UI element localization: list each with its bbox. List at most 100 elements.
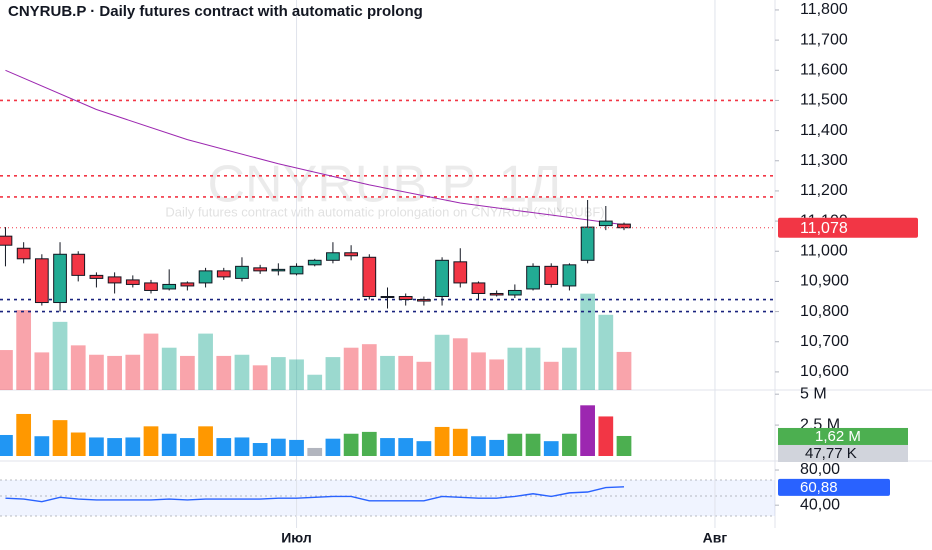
volume-overlay-bar [143,333,159,390]
last-price-label: 11,078 [800,220,848,237]
rsi-tick-label: 80,00 [800,461,840,478]
volume-overlay-bar [180,355,195,390]
candle-body [453,261,468,284]
candle-body [180,282,195,287]
volume-overlay-bar [562,347,577,390]
y-tick-label: 11,200 [800,182,848,199]
volume-bar [471,436,486,456]
watermark-subtitle: Daily futures contract with automatic pr… [165,204,604,219]
candle-body [235,265,249,279]
volume-bar [434,426,450,456]
volume-bar [234,437,250,456]
candle-body [144,282,158,291]
volume-overlay-bar [198,333,213,390]
volume-bar [562,433,577,456]
candle-body [507,289,522,296]
volume-overlay-bar [325,357,341,390]
volume-overlay-bar [216,355,232,390]
volume-bar [0,434,13,456]
candle-body [16,247,31,260]
volume-tick-label: 5 M [800,385,827,402]
candle-body [362,256,377,297]
candle-body [34,258,49,304]
volume-ma-tag [778,445,908,462]
volume-bar [161,433,177,456]
volume-bar [180,438,195,456]
y-tick-label: 11,700 [800,31,848,48]
volume-bar [16,413,32,456]
candle-body [580,226,595,261]
volume-bar [70,432,86,456]
volume-overlay-bar [161,347,177,390]
volume-overlay-bar [507,347,523,390]
volume-bar [361,431,377,456]
volume-overlay-bar [89,354,104,390]
volume-bar [325,438,341,456]
y-tick-label: 10,600 [800,363,849,380]
volume-bar [543,441,559,456]
volume-bar [89,437,104,456]
candle-body [53,253,67,304]
candle-body [489,292,504,296]
volume-overlay-bar [125,354,141,390]
candle-body [0,235,13,246]
candle-body [544,265,559,285]
volume-overlay-bar [252,365,268,390]
y-tick-label: 10,800 [800,303,849,320]
moving-average [5,69,625,226]
volume-bar [616,435,632,456]
candle-body [125,279,140,285]
candle-body [216,270,231,278]
candle-body [417,299,431,302]
rsi-last-label: 60,88 [800,479,838,496]
volume-bar [107,438,122,456]
rsi-line [5,486,625,503]
volume-overlay-bar [489,359,505,390]
volume-bar [489,439,505,456]
rsi-tick-label: 40,00 [800,496,840,513]
volume-overlay-bar [580,293,595,390]
candle-body [471,282,486,294]
rsi-band [0,480,775,516]
candle-body [435,259,449,297]
volume-overlay-bar [270,357,286,390]
volume-overlay-bar [70,345,86,390]
title-bg [0,0,775,24]
candle-body [562,264,577,287]
y-tick-label: 11,300 [800,152,848,169]
candle-body [162,283,177,290]
volume-overlay-bar [434,334,450,390]
y-tick-label: 11,000 [800,242,848,259]
volume-overlay-bar [16,310,32,390]
chart-title: CNYRUB.P · Daily futures contract with a… [8,3,423,20]
candle-body [326,252,340,261]
volume-overlay-bar [107,355,122,390]
watermark: CNYRUB.P, 1Д [207,156,562,214]
candle-body [398,295,413,301]
volume-bar [198,426,213,456]
x-tick-label: Авг [703,530,728,546]
volume-overlay-bar [416,361,432,390]
volume-bar [125,437,141,456]
y-tick-label: 10,700 [800,333,849,350]
volume-last-label: 1,62 M [815,428,861,445]
volume-overlay-bar [307,374,323,390]
candle-body [307,259,322,266]
volume-bar [598,416,614,456]
volume-bar [270,438,286,456]
volume-bar [343,433,359,456]
volume-bar [525,433,541,456]
volume-overlay-bar [289,359,304,390]
candle-body [71,253,86,276]
rsi-tag [778,478,890,496]
volume-bar [143,426,159,456]
candle-body [198,270,213,284]
candle-body [271,268,286,272]
y-tick-label: 11,600 [800,61,848,78]
volume-bar [507,433,523,456]
candle-body [107,276,122,284]
volume-bar [252,443,268,456]
volume-bar [398,438,414,456]
